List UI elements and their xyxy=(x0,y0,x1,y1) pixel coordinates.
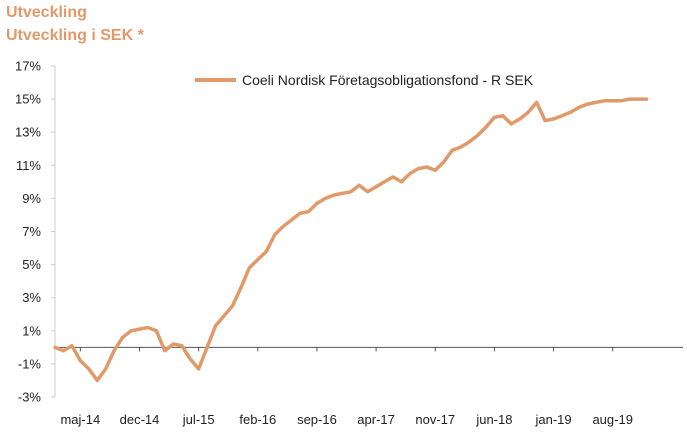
x-tick-label: aug-19 xyxy=(592,412,632,427)
y-tick-label: -1% xyxy=(18,356,42,371)
y-tick-label: 3% xyxy=(22,290,41,305)
y-tick-label: 13% xyxy=(15,125,41,140)
y-tick-label: 15% xyxy=(15,92,41,107)
x-tick-label: apr-17 xyxy=(357,412,395,427)
x-tick-label: sep-16 xyxy=(297,412,337,427)
y-tick-label: -3% xyxy=(18,390,42,405)
x-tick-label: nov-17 xyxy=(415,412,455,427)
y-tick-label: 5% xyxy=(22,257,41,272)
x-tick-label: dec-14 xyxy=(120,412,160,427)
y-tick-label: 11% xyxy=(16,158,41,173)
series-line xyxy=(53,97,649,383)
x-tick-label: feb-16 xyxy=(239,412,276,427)
x-tick-label: jun-18 xyxy=(475,412,512,427)
y-tick-label: 1% xyxy=(22,323,41,338)
chart-subtitle: Utveckling i SEK * xyxy=(6,27,144,44)
x-tick-label: jul-15 xyxy=(182,412,215,427)
y-tick-label: 7% xyxy=(22,224,41,239)
x-tick-label: maj-14 xyxy=(60,412,100,427)
legend: Coeli Nordisk Företagsobligationsfond - … xyxy=(195,72,534,88)
y-tick-label: 9% xyxy=(22,191,41,206)
y-tick-label: 17% xyxy=(15,59,41,74)
legend-label: Coeli Nordisk Företagsobligationsfond - … xyxy=(242,72,534,88)
x-tick-label: jan-19 xyxy=(534,412,571,427)
chart-title: Utveckling xyxy=(6,4,87,21)
